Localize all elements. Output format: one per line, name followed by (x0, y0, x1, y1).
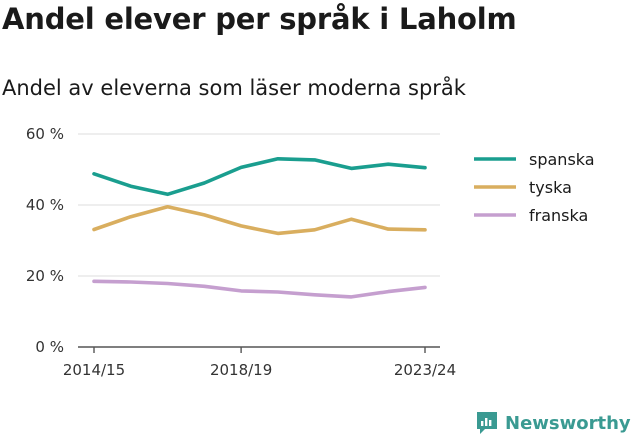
y-tick-label: 20 % (26, 267, 64, 285)
y-axis: 0 % 20 % 40 % 60 % (26, 125, 64, 356)
x-tick-label: 2018/19 (210, 361, 272, 379)
legend-label-spanska: spanska (529, 150, 595, 169)
newsworthy-brand[interactable]: Newsworthy (475, 407, 631, 439)
x-tick-label: 2023/24 (394, 361, 456, 379)
grid-lines (78, 133, 440, 348)
x-axis: 2014/15 2018/19 2023/24 (63, 347, 456, 379)
chart-title: Andel elever per språk i Laholm (2, 2, 517, 36)
legend-label-tyska: tyska (529, 178, 572, 197)
legend: spanska tyska franska (474, 150, 595, 225)
legend-label-franska: franska (529, 206, 588, 225)
brand-name: Newsworthy (505, 412, 631, 434)
y-tick-label: 40 % (26, 196, 64, 214)
series-line-spanska (92, 157, 427, 197)
x-tick-label: 2014/15 (63, 361, 125, 379)
series-lines (92, 157, 427, 299)
y-tick-label: 60 % (26, 125, 64, 143)
series-line-franska (92, 279, 427, 299)
series-line-tyska (92, 205, 427, 236)
newsworthy-logo-icon (477, 412, 497, 434)
y-tick-label: 0 % (35, 338, 64, 356)
chart-subtitle: Andel av eleverna som läser moderna språ… (2, 76, 466, 100)
line-chart: 0 % 20 % 40 % 60 % 2014/15 2018/19 2023/24 sp… (26, 125, 595, 379)
